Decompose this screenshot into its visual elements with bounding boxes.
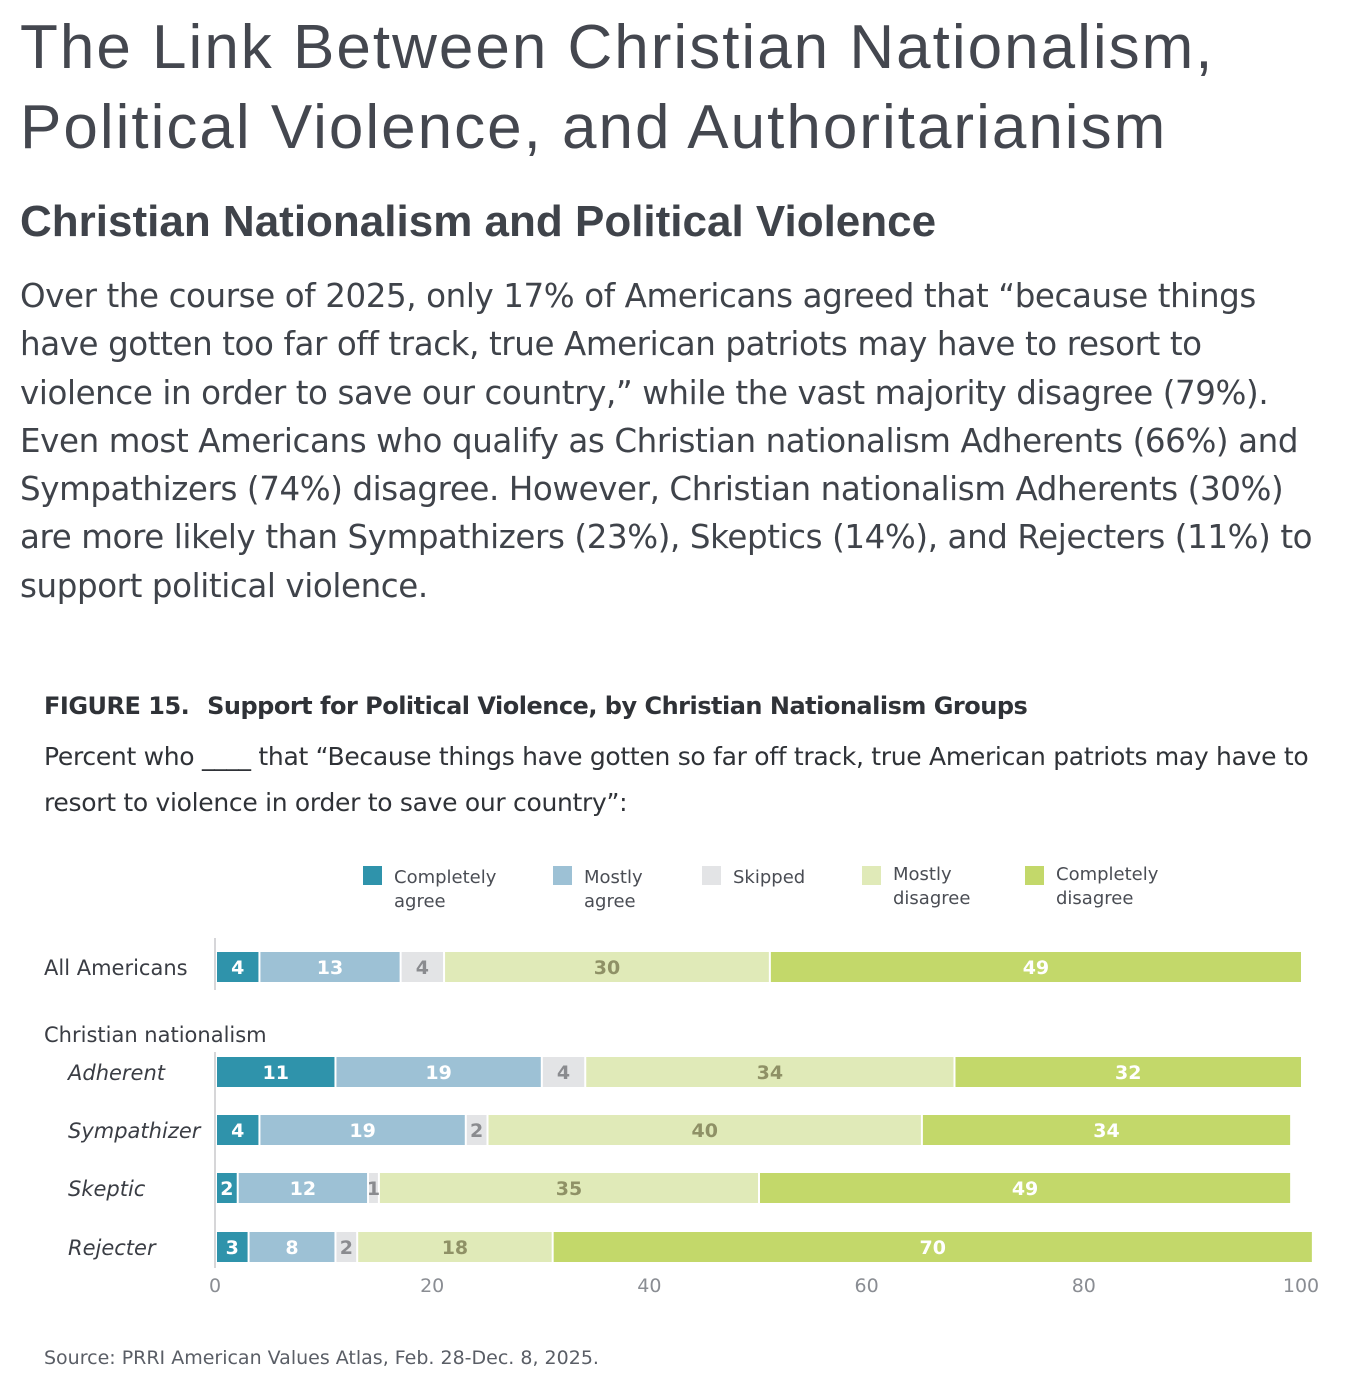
bar-value-label: 13 xyxy=(317,957,343,979)
section-heading: Christian Nationalism and Political Viol… xyxy=(20,197,937,246)
source-note: Source: PRRI American Values Atlas, Feb.… xyxy=(44,1347,599,1369)
group-label-christian-nationalism: Christian nationalism xyxy=(44,1023,267,1047)
bar-value-label: 49 xyxy=(1023,957,1049,979)
bar-value-label: 4 xyxy=(416,957,429,979)
x-tick-label: 100 xyxy=(1283,1275,1319,1297)
legend-swatch-4 xyxy=(1025,866,1044,885)
legend-label-2: Skipped xyxy=(733,867,805,888)
bar-segment xyxy=(260,1115,465,1145)
bar-segment xyxy=(336,1232,357,1262)
bar-segment xyxy=(553,1232,1312,1262)
bar-segment xyxy=(217,1173,237,1203)
bar-value-label: 8 xyxy=(285,1237,298,1259)
bar-value-label: 2 xyxy=(470,1120,483,1142)
bar-segment xyxy=(401,952,444,982)
bar-value-label: 19 xyxy=(425,1062,451,1084)
legend-swatch-0 xyxy=(363,866,382,885)
bar-segment xyxy=(217,1232,248,1262)
category-label: Skeptic xyxy=(68,1177,146,1201)
bar-segment xyxy=(770,952,1301,982)
bar-value-label: 18 xyxy=(442,1237,468,1259)
legend-label-0: Completely xyxy=(394,867,497,888)
x-tick-label: 0 xyxy=(209,1275,221,1297)
bar-segment xyxy=(358,1232,552,1262)
legend-label-1: Mostly xyxy=(584,867,643,888)
x-tick-label: 40 xyxy=(637,1275,661,1297)
legend-label-4: Completely xyxy=(1056,864,1159,885)
bar-segment xyxy=(217,1115,259,1145)
bar-value-label: 70 xyxy=(920,1237,946,1259)
bar-value-label: 49 xyxy=(1012,1178,1038,1200)
bar-value-label: 11 xyxy=(263,1062,289,1084)
category-label: Sympathizer xyxy=(68,1119,202,1143)
figure-title-text: Support for Political Violence, by Chris… xyxy=(207,692,1028,720)
bar-segment xyxy=(445,952,769,982)
category-label: Adherent xyxy=(66,1061,166,1085)
legend-label-0: agree xyxy=(394,891,446,912)
bar-value-label: 35 xyxy=(556,1178,582,1200)
body-paragraph: Over the course of 2025, only 17% of Ame… xyxy=(20,277,1313,605)
bar-segment xyxy=(249,1232,335,1262)
bar-value-label: 2 xyxy=(220,1178,233,1200)
bar-value-label: 30 xyxy=(594,957,620,979)
figure-subtitle: Percent who ____ that “Because things ha… xyxy=(44,742,1309,817)
x-tick-label: 20 xyxy=(420,1275,444,1297)
category-label: Rejecter xyxy=(68,1236,157,1260)
legend-label-4: disagree xyxy=(1056,888,1133,909)
bar-segment xyxy=(922,1115,1291,1145)
bar-value-label: 2 xyxy=(340,1237,353,1259)
legend-label-3: Mostly xyxy=(893,864,952,885)
bar-value-label: 34 xyxy=(757,1062,783,1084)
bar-segment xyxy=(542,1057,585,1087)
x-tick-label: 80 xyxy=(1072,1275,1096,1297)
bar-segment xyxy=(488,1115,921,1145)
bar-segment xyxy=(760,1173,1291,1203)
legend-swatch-3 xyxy=(862,866,881,885)
legend-swatch-2 xyxy=(702,866,721,885)
bar-value-label: 32 xyxy=(1115,1062,1141,1084)
bar-value-label: 40 xyxy=(691,1120,717,1142)
bar-value-label: 34 xyxy=(1093,1120,1119,1142)
legend-label-1: agree xyxy=(584,891,636,912)
page-title-line-2: Political Violence, and Authoritarianism xyxy=(20,93,1168,162)
bar-segment xyxy=(217,952,259,982)
bar-value-label: 4 xyxy=(231,957,244,979)
legend-swatch-1 xyxy=(553,866,572,885)
category-label: All Americans xyxy=(44,956,188,980)
bar-segment xyxy=(238,1173,368,1203)
bar-segment xyxy=(260,952,400,982)
stacked-bar-chart: Completely agree Mostly agree Skipped Mostly d… xyxy=(44,864,1319,1297)
page-title-line-1: The Link Between Christian Nationalism, xyxy=(20,13,1215,82)
bar-segment xyxy=(379,1173,758,1203)
page-title: The Link Between Christian Nationalism, … xyxy=(20,8,1340,168)
bar-segment xyxy=(217,1057,335,1087)
bar-segment xyxy=(466,1115,487,1145)
bar-value-label: 1 xyxy=(367,1178,380,1200)
bar-value-label: 3 xyxy=(226,1237,239,1259)
legend-label-3: disagree xyxy=(893,888,970,909)
bar-value-label: 4 xyxy=(231,1120,244,1142)
figure-title: FIGURE 15. Support for Political Violenc… xyxy=(44,688,1028,724)
bar-value-label: 4 xyxy=(557,1062,570,1084)
figure-number: FIGURE 15. xyxy=(44,692,190,720)
bar-segment xyxy=(336,1057,541,1087)
bar-segment xyxy=(369,1173,378,1203)
bar-value-label: 12 xyxy=(290,1178,316,1200)
x-tick-label: 60 xyxy=(855,1275,879,1297)
bar-segment xyxy=(955,1057,1301,1087)
bar-segment xyxy=(586,1057,954,1087)
bar-value-label: 19 xyxy=(349,1120,375,1142)
